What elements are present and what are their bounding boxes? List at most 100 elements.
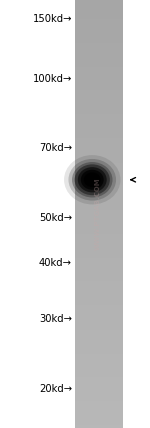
Text: 40kd→: 40kd→ (39, 258, 72, 268)
Bar (75, 398, 123, 399)
Bar (75, 257, 123, 258)
Bar (75, 76, 123, 77)
Bar (75, 101, 123, 103)
Bar (75, 330, 123, 331)
Bar (75, 51, 123, 53)
Ellipse shape (64, 155, 120, 205)
Bar (75, 414, 123, 415)
Bar (75, 248, 123, 250)
Bar (75, 295, 123, 297)
Bar (75, 297, 123, 298)
Bar (75, 227, 123, 228)
Bar (75, 419, 123, 421)
Bar (75, 320, 123, 321)
Bar (75, 240, 123, 241)
Bar (75, 328, 123, 330)
Bar (75, 140, 123, 141)
Bar (75, 83, 123, 84)
Bar (75, 74, 123, 76)
Bar (75, 290, 123, 291)
Bar (75, 138, 123, 140)
Bar (75, 93, 123, 94)
Bar (75, 405, 123, 407)
Bar (75, 247, 123, 248)
Bar (75, 360, 123, 361)
Bar (75, 408, 123, 410)
Bar (75, 1, 123, 3)
Bar (75, 150, 123, 151)
Bar (75, 183, 123, 184)
Ellipse shape (75, 164, 110, 195)
Bar (75, 291, 123, 292)
Bar (75, 321, 123, 322)
Bar (75, 190, 123, 191)
Bar (75, 116, 123, 117)
Bar (75, 46, 123, 47)
Bar (75, 43, 123, 44)
Bar (75, 30, 123, 31)
Bar (75, 130, 123, 131)
Bar (75, 200, 123, 201)
Bar (75, 107, 123, 108)
Bar (75, 241, 123, 243)
Bar (75, 352, 123, 354)
Bar (75, 65, 123, 67)
Bar (75, 171, 123, 172)
Bar (75, 262, 123, 264)
Bar (75, 278, 123, 279)
Bar (75, 220, 123, 221)
Bar (75, 341, 123, 342)
Bar (75, 143, 123, 144)
Bar (75, 386, 123, 388)
Bar (75, 377, 123, 378)
Bar (75, 416, 123, 418)
Bar (75, 312, 123, 314)
Bar (75, 425, 123, 427)
Bar (75, 264, 123, 265)
Bar (75, 3, 123, 4)
Bar (75, 111, 123, 113)
Bar (75, 0, 123, 1)
Bar (75, 355, 123, 357)
Bar (75, 380, 123, 381)
Bar (75, 345, 123, 347)
Bar (75, 106, 123, 107)
Bar (75, 401, 123, 402)
Bar (75, 42, 123, 43)
Text: 50kd→: 50kd→ (39, 213, 72, 223)
Bar (75, 375, 123, 377)
Ellipse shape (84, 172, 101, 187)
Bar (75, 184, 123, 185)
Bar (75, 277, 123, 278)
Bar (75, 351, 123, 352)
Bar (75, 221, 123, 223)
Bar (75, 188, 123, 190)
Bar (75, 163, 123, 164)
Bar (75, 354, 123, 355)
Bar (75, 13, 123, 14)
Bar (75, 385, 123, 386)
Bar (75, 256, 123, 257)
Bar (75, 10, 123, 12)
Bar (75, 87, 123, 89)
Bar (75, 80, 123, 81)
Bar (75, 147, 123, 149)
Bar (75, 151, 123, 153)
Bar (75, 210, 123, 211)
Text: 20kd→: 20kd→ (39, 384, 72, 395)
Bar (75, 14, 123, 16)
Bar (75, 158, 123, 160)
Bar (75, 155, 123, 157)
Bar (75, 98, 123, 100)
Bar (75, 97, 123, 98)
Bar (75, 427, 123, 428)
Bar (75, 392, 123, 394)
Bar (75, 27, 123, 29)
Bar (75, 137, 123, 138)
Bar (75, 7, 123, 9)
Bar (75, 422, 123, 424)
Bar (75, 281, 123, 282)
Bar (75, 245, 123, 247)
Bar (75, 279, 123, 281)
Bar (75, 164, 123, 166)
